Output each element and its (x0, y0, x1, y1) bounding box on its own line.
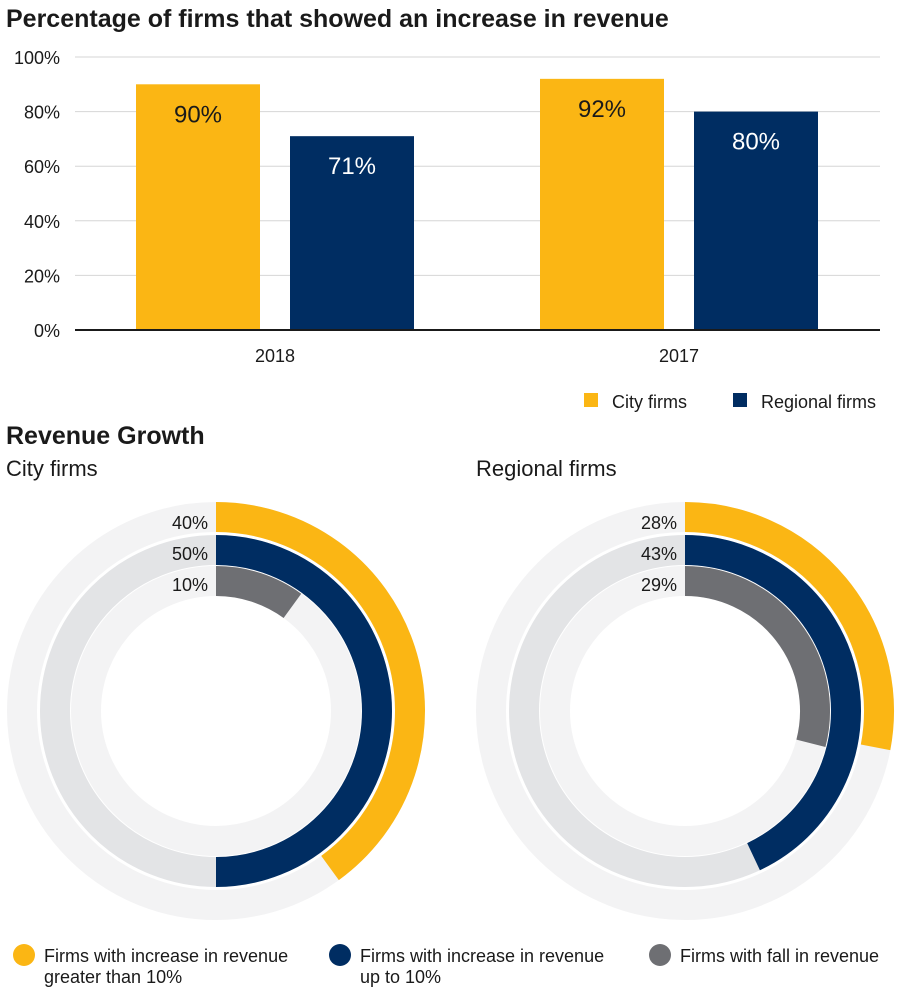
regional-rings-subtitle: Regional firms (476, 456, 617, 481)
ring-segment (215, 502, 425, 881)
x-tick-label: 2017 (659, 346, 699, 366)
legend-label: Firms with fall in revenue (680, 946, 879, 966)
bar-value-label: 92% (578, 96, 626, 123)
y-tick-label: 60% (24, 157, 60, 177)
legend-label: Firms with increase in revenue (360, 946, 604, 966)
bar-value-label: 90% (174, 101, 222, 128)
ring-segment (684, 535, 861, 871)
rings-section-title: Revenue Growth (6, 422, 205, 450)
bar-legend: City firms Regional firms (584, 392, 876, 412)
y-tick-label: 80% (24, 103, 60, 123)
y-tick-label: 100% (14, 48, 60, 68)
bar-value-label: 71% (328, 153, 376, 180)
bar-chart-title: Percentage of firms that showed an incre… (6, 5, 669, 33)
ring-track (71, 566, 361, 856)
regional-rings-chart: 28% 43% 29% (476, 502, 894, 920)
city-rings-chart: 40% 50% 10% (7, 502, 425, 920)
legend-swatch (584, 393, 598, 407)
legend-label: Firms with increase in revenue (44, 946, 288, 966)
ring-segment (215, 535, 392, 887)
ring-value-label: 10% (172, 575, 208, 595)
legend-swatch (733, 393, 747, 407)
ring-value-label: 43% (641, 544, 677, 564)
ring-value-label: 50% (172, 544, 208, 564)
legend-label: up to 10% (360, 967, 441, 987)
ring-segment (684, 566, 830, 748)
y-tick-label: 0% (34, 321, 60, 341)
legend-dot (13, 944, 35, 966)
bar (540, 78, 664, 330)
legend-label: greater than 10% (44, 967, 182, 987)
x-tick-label: 2018 (255, 346, 295, 366)
city-rings-subtitle: City firms (6, 456, 98, 481)
bar (136, 84, 260, 330)
ring-value-label: 40% (172, 513, 208, 533)
ring-value-label: 29% (641, 575, 677, 595)
ring-segment (684, 502, 894, 751)
bar-value-label: 80% (732, 129, 780, 156)
bar-chart: 0% 20% 40% 60% 80% 100% 90% 71% 2018 92% 80% 2017 (14, 48, 880, 366)
bar (694, 111, 818, 330)
legend-label: Regional firms (761, 392, 876, 412)
ring-value-label: 28% (641, 513, 677, 533)
y-tick-label: 40% (24, 212, 60, 232)
legend-dot (329, 944, 351, 966)
ring-segment (215, 566, 302, 619)
y-tick-label: 20% (24, 266, 60, 286)
bar (290, 136, 414, 330)
legend-label: City firms (612, 392, 687, 412)
legend-dot (649, 944, 671, 966)
